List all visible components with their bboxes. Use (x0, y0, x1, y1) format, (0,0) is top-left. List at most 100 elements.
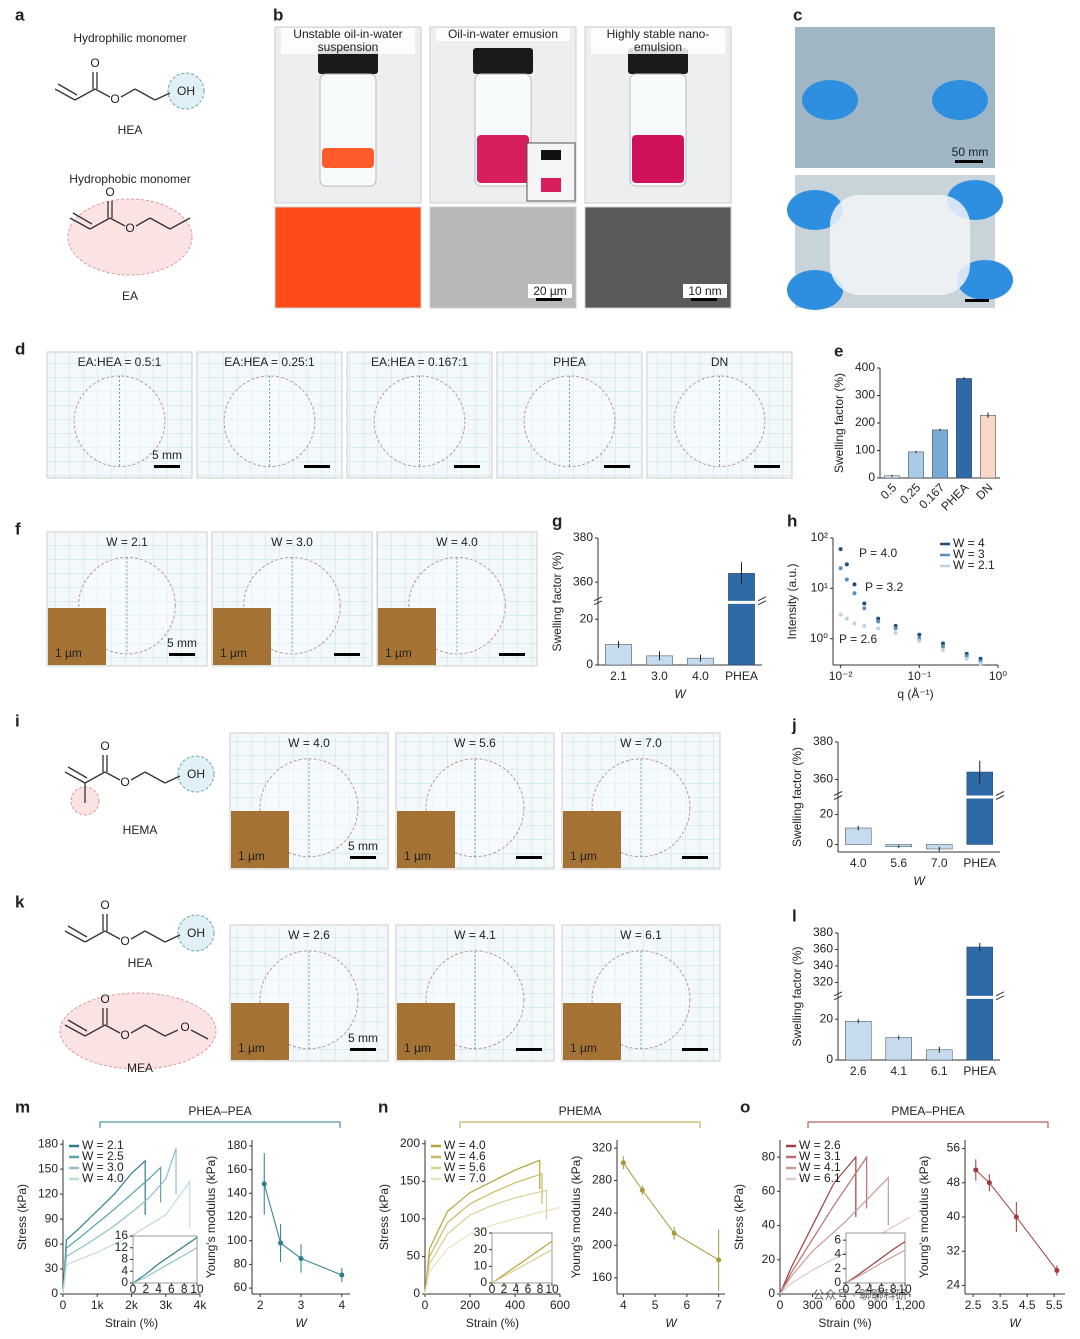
inset-frame (845, 1232, 906, 1284)
y-tick-label: 20 (580, 611, 594, 625)
point (838, 547, 843, 552)
glove (802, 80, 858, 120)
series-line (62, 1166, 162, 1295)
afm-inset (563, 811, 621, 868)
x-tick-label: 4.5 (1019, 1298, 1036, 1312)
vial-liquid (632, 135, 684, 183)
bar (966, 771, 993, 845)
y-tick-label: 90 (45, 1211, 59, 1225)
glove (957, 260, 1013, 300)
molecule: O O OH (64, 898, 215, 952)
y-tick-label: 120 (227, 1209, 247, 1223)
series-line (491, 1240, 553, 1284)
series-line (779, 1155, 857, 1295)
point (838, 566, 843, 571)
series-line (424, 1189, 548, 1295)
scale-bar (350, 856, 376, 859)
inset-liquid (541, 178, 561, 192)
x-tick-label: 0 (777, 1298, 784, 1312)
hydrophilic-highlight (177, 914, 215, 952)
y-tick-label: 48 (947, 1175, 961, 1189)
axis-break (839, 795, 1001, 799)
y-tick-label: 400 (855, 360, 875, 374)
y-tick-label: 150 (38, 1161, 58, 1175)
atom: O (100, 739, 109, 753)
y-tick-label: 100 (855, 443, 875, 457)
vial-liquid (477, 135, 529, 183)
series-line (845, 1241, 906, 1284)
legend-label: W = 2.1 (953, 558, 995, 572)
afm-texture (48, 608, 106, 665)
point (716, 1257, 722, 1263)
bond (67, 766, 88, 779)
legend-label: W = 4.6 (444, 1149, 486, 1163)
bond (190, 1029, 209, 1040)
y-tick-label: 24 (947, 1278, 961, 1292)
y-axis-label: Young's modulus (kPa) (569, 1156, 583, 1279)
y-tick-label: 20 (762, 1252, 776, 1266)
atom: O (110, 92, 119, 106)
micrograph (274, 206, 422, 309)
panel-label: i (15, 711, 20, 730)
legend-label: W = 5.6 (444, 1160, 486, 1174)
bond (164, 775, 181, 784)
photo-title: W = 5.6 (454, 736, 496, 750)
trend-line (975, 1169, 1058, 1271)
y-tick-label: 380 (813, 925, 833, 939)
scale-bar (516, 856, 542, 859)
x-tick-label: 4 (155, 1282, 162, 1296)
y-axis-label: Intensity (a.u.) (785, 563, 799, 639)
bond (72, 212, 93, 225)
trend-line (263, 1183, 343, 1276)
atom: O (120, 775, 129, 789)
x-tick-label: 3k (159, 1298, 173, 1312)
scale-bar (754, 465, 780, 468)
y-tick-label: 0 (413, 1286, 420, 1300)
photo-title-box: Oil-in-water emusion (436, 28, 570, 41)
bar (728, 573, 755, 666)
y-tick-label: 200 (855, 415, 875, 429)
annotation: P = 4.0 (859, 546, 897, 560)
photo-title: Unstable oil-in-water suspension (281, 28, 415, 54)
series-line (779, 1155, 868, 1295)
scale-label: 5 mm (348, 839, 378, 853)
scale-bar (499, 653, 525, 656)
x-tick-label: 0 (422, 1298, 429, 1312)
hydrophobic-highlight (67, 198, 193, 276)
annotation: P = 2.6 (839, 632, 877, 646)
legend-label: W = 3.1 (799, 1149, 841, 1163)
stretched-film (830, 195, 970, 295)
molecule: OO (69, 185, 191, 235)
inset-scale: 1 µm (404, 849, 431, 863)
atom: O (90, 56, 99, 70)
panel-label: f (15, 519, 21, 538)
point (298, 1255, 304, 1261)
trend-line (622, 1162, 719, 1261)
y-tick-label: 160 (592, 1270, 612, 1284)
point (862, 601, 867, 606)
bar (885, 1037, 912, 1061)
y-axis-label: Swelling factor (%) (790, 747, 804, 847)
panel-label: m (15, 1097, 30, 1116)
point (844, 616, 849, 621)
atom: O (105, 185, 114, 199)
atom: O (100, 992, 109, 1006)
x-tick-label: 6 (525, 1282, 532, 1296)
atom: O (120, 1028, 129, 1042)
vial-cap (628, 48, 688, 74)
y-tick-label: 0 (826, 1052, 833, 1066)
photo-title: W = 4.1 (454, 928, 496, 942)
y-tick-label: 180 (38, 1136, 58, 1150)
x-tick-label: 600 (550, 1298, 570, 1312)
watermark: 公众号 · 聊聊科研 (813, 1288, 908, 1302)
group-title: PMEA–PHEA (891, 1104, 964, 1118)
y-tick-label: 0 (586, 657, 593, 671)
y-tick-label: 30 (45, 1261, 59, 1275)
panel-label: j (791, 715, 797, 734)
y-tick-label: 320 (592, 1140, 612, 1154)
atom: O (100, 898, 109, 912)
x-axis-label: W (295, 1316, 308, 1330)
y-tick-label: 2 (834, 1261, 841, 1275)
series-line (779, 1216, 911, 1295)
glove (787, 190, 843, 230)
